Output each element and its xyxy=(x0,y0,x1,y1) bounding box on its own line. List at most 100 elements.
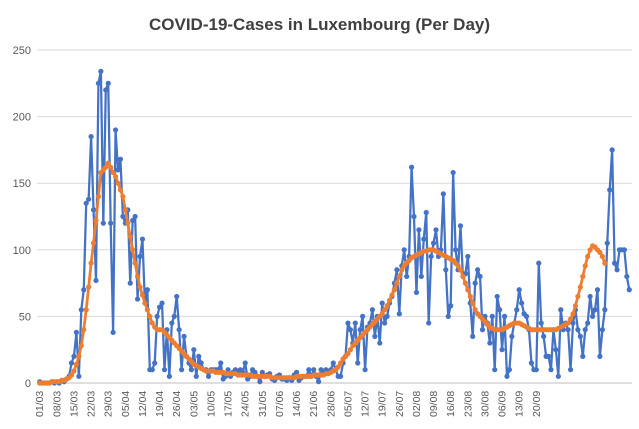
data-point xyxy=(95,193,102,200)
data-point xyxy=(555,373,561,379)
data-point xyxy=(338,373,344,379)
data-point xyxy=(171,313,177,319)
x-tick-label: 28/06 xyxy=(325,391,337,417)
data-point xyxy=(609,147,615,153)
x-tick-label: 31/05 xyxy=(257,391,269,417)
data-point xyxy=(117,187,124,193)
data-point xyxy=(369,307,376,313)
data-point xyxy=(100,220,106,226)
data-point xyxy=(127,280,133,286)
data-point xyxy=(599,327,605,333)
data-point xyxy=(604,240,610,246)
data-point xyxy=(335,364,341,370)
x-tick-label: 26/07 xyxy=(394,391,406,417)
data-point xyxy=(90,240,97,246)
data-point xyxy=(413,289,420,296)
x-tick-label: 12/07 xyxy=(360,391,372,417)
data-point xyxy=(582,327,588,333)
data-point xyxy=(389,292,395,298)
data-point xyxy=(130,247,136,253)
data-point xyxy=(467,293,473,300)
data-point xyxy=(156,304,163,310)
data-point xyxy=(499,347,505,353)
data-point xyxy=(188,367,194,373)
data-point xyxy=(362,367,368,373)
data-point xyxy=(472,280,478,286)
data-point xyxy=(357,327,363,333)
data-point xyxy=(379,300,385,306)
data-point xyxy=(450,169,456,176)
data-point xyxy=(607,187,613,193)
data-point xyxy=(83,200,89,206)
data-point xyxy=(316,379,322,385)
data-point xyxy=(88,133,94,140)
data-point xyxy=(345,351,351,357)
data-point xyxy=(71,353,77,359)
data-point xyxy=(144,307,150,313)
data-point xyxy=(257,379,263,385)
data-point xyxy=(538,320,544,326)
data-point xyxy=(169,320,175,326)
data-point xyxy=(428,253,434,260)
x-tick-label: 06/09 xyxy=(497,391,509,417)
data-point xyxy=(93,217,99,224)
data-point xyxy=(445,313,451,319)
data-point xyxy=(105,160,111,166)
data-point xyxy=(479,327,486,333)
series-line xyxy=(39,70,631,385)
data-point xyxy=(81,327,87,333)
data-point xyxy=(117,156,124,162)
data-point xyxy=(404,273,410,280)
data-point xyxy=(433,227,439,233)
data-point xyxy=(132,260,138,266)
data-point xyxy=(166,373,172,379)
x-tick-label: 30/08 xyxy=(479,391,491,417)
data-point xyxy=(134,273,141,280)
data-point xyxy=(394,267,400,273)
data-point xyxy=(98,68,104,74)
data-point xyxy=(624,273,630,280)
x-tick-label: 10/05 xyxy=(205,391,217,417)
data-point xyxy=(384,313,390,319)
data-point xyxy=(81,287,87,293)
data-point xyxy=(614,267,620,273)
data-point xyxy=(382,307,388,313)
x-tick-label: 07/06 xyxy=(274,391,286,417)
data-point xyxy=(452,247,459,253)
data-point xyxy=(621,247,627,253)
data-point xyxy=(514,307,520,313)
x-tick-label: 14/06 xyxy=(291,391,303,417)
data-point xyxy=(399,267,405,273)
data-point xyxy=(127,233,133,240)
x-tick-label: 08/03 xyxy=(51,391,63,417)
x-tick-label: 13/09 xyxy=(514,391,526,417)
data-point xyxy=(384,303,390,309)
x-tick-label: 29/03 xyxy=(103,391,115,417)
data-point xyxy=(430,240,437,246)
data-point xyxy=(587,293,593,300)
x-axis-ticks: 01/03 08/03 15/03 22/03 29/03 05/04 12/04 19/04… xyxy=(34,391,543,417)
data-point xyxy=(582,263,588,269)
data-point xyxy=(93,277,99,284)
data-point xyxy=(396,311,402,317)
data-point xyxy=(391,287,398,293)
data-point xyxy=(181,333,187,339)
data-point xyxy=(597,249,603,256)
data-point xyxy=(115,180,121,186)
data-point xyxy=(137,284,143,290)
data-point xyxy=(570,320,576,326)
data-point xyxy=(443,267,449,273)
x-tick-label: 05/07 xyxy=(342,391,354,417)
data-point xyxy=(509,333,515,339)
data-point xyxy=(71,368,77,374)
data-point xyxy=(377,340,383,346)
data-point xyxy=(567,367,574,373)
data-point xyxy=(161,367,168,373)
data-point xyxy=(565,320,571,326)
data-point xyxy=(259,369,265,375)
data-point xyxy=(536,260,542,266)
data-point xyxy=(174,293,180,300)
x-tick-label: 01/03 xyxy=(34,391,46,417)
data-point xyxy=(139,236,146,242)
data-point xyxy=(112,127,119,133)
